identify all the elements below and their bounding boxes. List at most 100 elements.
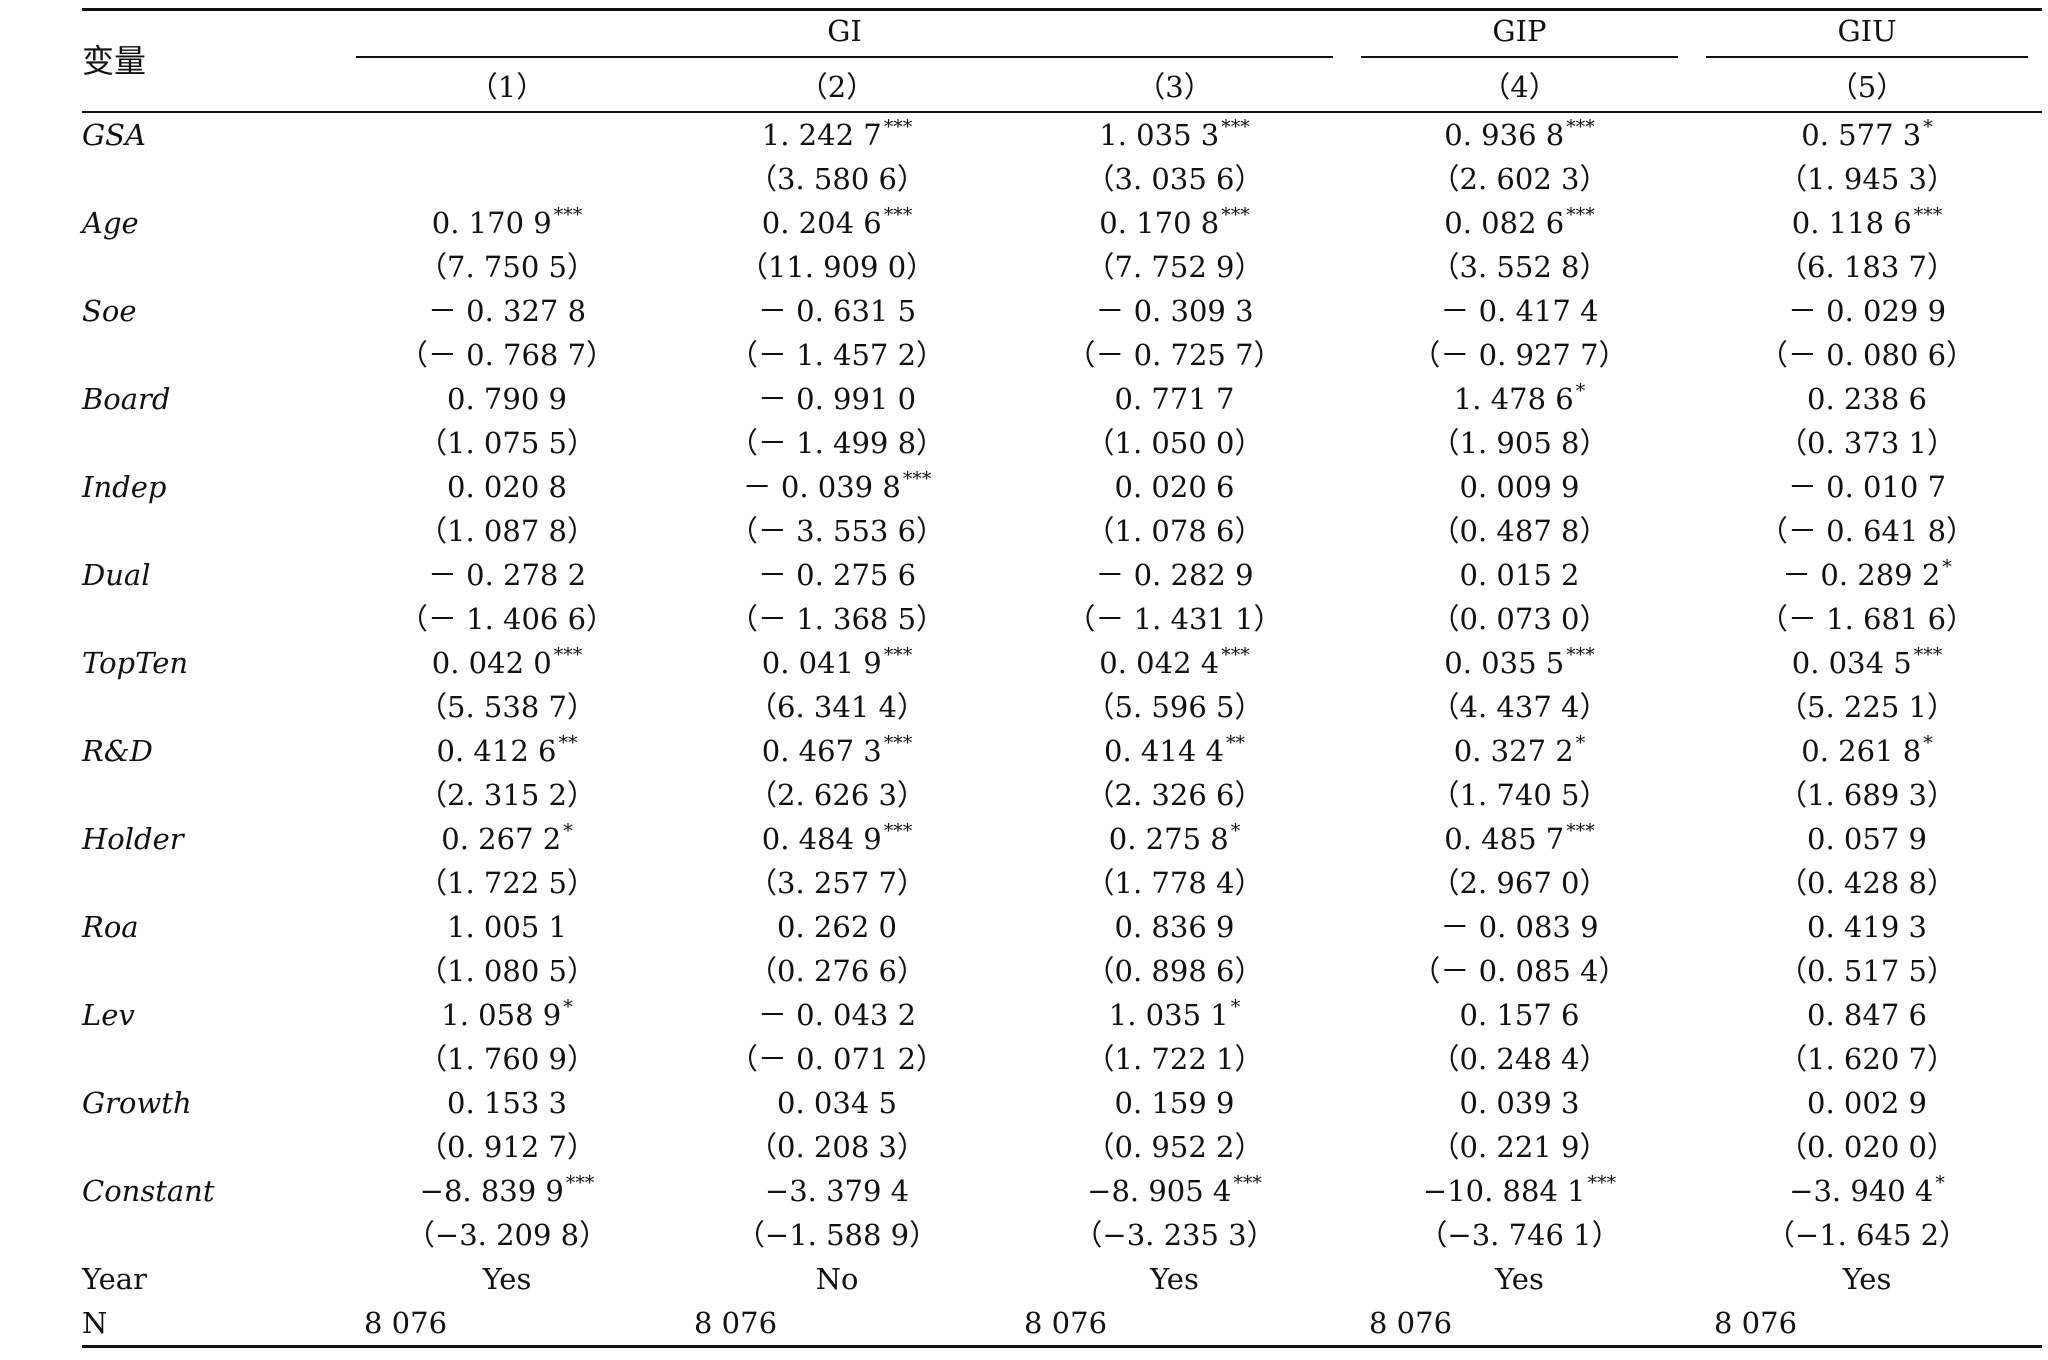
variable-name: Roa <box>82 909 139 944</box>
table-row: TopTen 0. 042 0 *** 0. 041 9 *** 0. 042 4 *** 0… <box>82 641 2042 685</box>
coefficient-cell: −3. 379 4 <box>672 1169 1002 1213</box>
coefficient-cell: 0. 034 5 <box>672 1081 1002 1125</box>
year-fixed-effect-cell: Yes <box>1842 1261 1892 1296</box>
coefficient-cell: 0. 467 3 *** <box>672 729 1002 773</box>
t-statistic-cell: （−3. 746 1） <box>1418 1217 1621 1252</box>
significance-stars: *** <box>1913 643 1943 666</box>
coefficient-value: 0. 484 9 <box>761 821 882 856</box>
coefficient-cell: 0. 836 9 <box>1002 905 1347 949</box>
t-statistic-cell: （1. 078 6） <box>1085 513 1264 548</box>
table-row: Dual － 0. 278 2 － 0. 275 6 － 0. 282 9 0. 015… <box>82 553 2042 597</box>
t-statistic-cell: （0. 020 0） <box>1778 1129 1956 1164</box>
coefficient-cell: 0. 153 3 <box>342 1081 672 1125</box>
coefficient-value: −8. 839 9 <box>419 1173 564 1208</box>
table-row: （1. 760 9） （－ 0. 071 2） （1. 722 1） （0. 248 … <box>82 1037 2042 1081</box>
coefficient-value: 1. 035 1 <box>1108 997 1229 1032</box>
coefficient-cell: － 0. 083 9 <box>1347 905 1692 949</box>
coefficient-cell: 0. 039 3 <box>1347 1081 1692 1125</box>
t-statistic-cell: （1. 620 7） <box>1778 1041 1956 1076</box>
t-statistic-cell: （0. 248 4） <box>1430 1041 1609 1076</box>
t-statistic-cell: （−3. 209 8） <box>405 1217 609 1252</box>
coefficient-cell: 0. 577 3 * <box>1692 112 2042 157</box>
coefficient-cell: － 0. 309 3 <box>1002 289 1347 333</box>
significance-stars: * <box>1942 555 1952 578</box>
blank-cell <box>82 949 342 993</box>
coefficient-cell: － 0. 417 4 <box>1347 289 1692 333</box>
table-row: Roa 1. 005 1 0. 262 0 0. 836 9 － 0. 083 9 0. … <box>82 905 2042 949</box>
coefficient-value: 0. 771 7 <box>1114 381 1235 416</box>
t-statistic-cell: （0. 952 2） <box>1085 1129 1264 1164</box>
coefficient-value: −8. 905 4 <box>1087 1173 1232 1208</box>
variable-name: Constant <box>82 1173 215 1208</box>
variable-name: Soe <box>82 293 137 328</box>
t-statistic-cell: （0. 221 9） <box>1430 1129 1609 1164</box>
coefficient-value: 0. 035 5 <box>1444 645 1565 680</box>
coefficient-value: 0. 262 0 <box>777 909 897 944</box>
table-row: （－ 0. 768 7） （－ 1. 457 2） （－ 0. 725 7） （－ 0… <box>82 333 2042 377</box>
blank-cell <box>82 1037 342 1081</box>
significance-stars: * <box>1575 731 1586 754</box>
coefficient-value: 0. 414 4 <box>1104 733 1224 768</box>
coefficient-cell: 0. 118 6 *** <box>1692 201 2042 245</box>
t-statistic-cell: （0. 487 8） <box>1430 513 1609 548</box>
coefficient-cell: 0. 771 7 <box>1002 377 1347 421</box>
coefficient-cell: － 0. 010 7 <box>1692 465 2042 509</box>
coefficient-value: 0. 034 5 <box>1791 645 1912 680</box>
blank-cell <box>82 421 342 465</box>
significance-stars: *** <box>883 731 913 754</box>
t-statistic-cell: （0. 517 5） <box>1778 953 1956 988</box>
coefficient-value: － 0. 083 9 <box>1440 909 1599 944</box>
coefficient-value: 0. 790 9 <box>447 381 567 416</box>
t-statistic-cell: （2. 315 2） <box>418 777 596 812</box>
coefficient-value: 0. 020 6 <box>1114 469 1235 504</box>
significance-stars: *** <box>1566 115 1595 138</box>
coefficient-cell: 0. 009 9 <box>1347 465 1692 509</box>
table-row: （−3. 209 8） （−1. 588 9） （−3. 235 3） （−3. 74… <box>82 1213 2042 1257</box>
blank-cell <box>82 597 342 641</box>
t-statistic-cell: （－ 1. 406 6） <box>398 601 616 636</box>
observation-count-cell: 8 076 <box>364 1305 448 1340</box>
blank-cell <box>82 509 342 553</box>
coefficient-cell: −10. 884 1 *** <box>1347 1169 1692 1213</box>
t-statistic-cell: （－ 0. 071 2） <box>728 1041 946 1076</box>
significance-stars: * <box>1923 731 1933 754</box>
t-statistic-cell <box>342 157 672 201</box>
variable-name: Board <box>82 381 171 416</box>
coefficient-cell: 0. 485 7 *** <box>1347 817 1692 861</box>
t-statistic-cell: （1. 945 3） <box>1778 161 1956 196</box>
coefficient-cell: −3. 940 4 * <box>1692 1169 2042 1213</box>
table-body: GSA 1. 242 7 *** 1. 035 3 *** 0. 936 8 *** 0. 5… <box>82 112 2042 1347</box>
table-row: （1. 087 8） （－ 3. 553 6） （1. 078 6） （0. 487 … <box>82 509 2042 553</box>
t-statistic-cell: （0. 073 0） <box>1430 601 1609 636</box>
significance-stars: * <box>1230 995 1241 1018</box>
significance-stars: *** <box>553 203 583 226</box>
coefficient-value: － 0. 010 7 <box>1787 469 1947 504</box>
t-statistic-cell: （1. 087 8） <box>418 513 596 548</box>
coefficient-value: 0. 157 6 <box>1459 997 1580 1032</box>
coefficient-cell: － 0. 289 2 * <box>1692 553 2042 597</box>
t-statistic-cell: （7. 750 5） <box>418 249 596 284</box>
variable-name: TopTen <box>82 645 189 680</box>
column-header-5: （5） <box>1828 69 1906 104</box>
table-row: Constant −8. 839 9 *** −3. 379 4 −8. 905 4 **… <box>82 1169 2042 1213</box>
coefficient-value: 0. 002 9 <box>1807 1085 1927 1120</box>
coefficient-cell: 0. 170 9 *** <box>342 201 672 245</box>
coefficient-cell: 0. 020 6 <box>1002 465 1347 509</box>
observation-count-cell: 8 076 <box>694 1305 778 1340</box>
coefficient-value: － 0. 029 9 <box>1787 293 1947 328</box>
blank-cell <box>82 245 342 289</box>
table-row: （1. 722 5） （3. 257 7） （1. 778 4） （2. 967 0）… <box>82 861 2042 905</box>
t-statistic-cell: （3. 580 6） <box>748 161 926 196</box>
t-statistic-cell: （0. 373 1） <box>1778 425 1956 460</box>
coefficient-value: － 0. 043 2 <box>757 997 917 1032</box>
year-fixed-effect-cell: No <box>815 1261 859 1296</box>
coefficient-value: 0. 238 6 <box>1807 381 1927 416</box>
coefficient-value: － 0. 275 6 <box>757 557 917 592</box>
t-statistic-cell: （1. 760 9） <box>418 1041 596 1076</box>
blank-cell <box>82 1213 342 1257</box>
coefficient-value: － 0. 282 9 <box>1095 557 1254 592</box>
table-row: （1. 075 5） （－ 1. 499 8） （1. 050 0） （1. 905 … <box>82 421 2042 465</box>
blank-cell <box>82 773 342 817</box>
variable-name: Indep <box>82 469 167 504</box>
column-header-4: （4） <box>1481 69 1558 104</box>
